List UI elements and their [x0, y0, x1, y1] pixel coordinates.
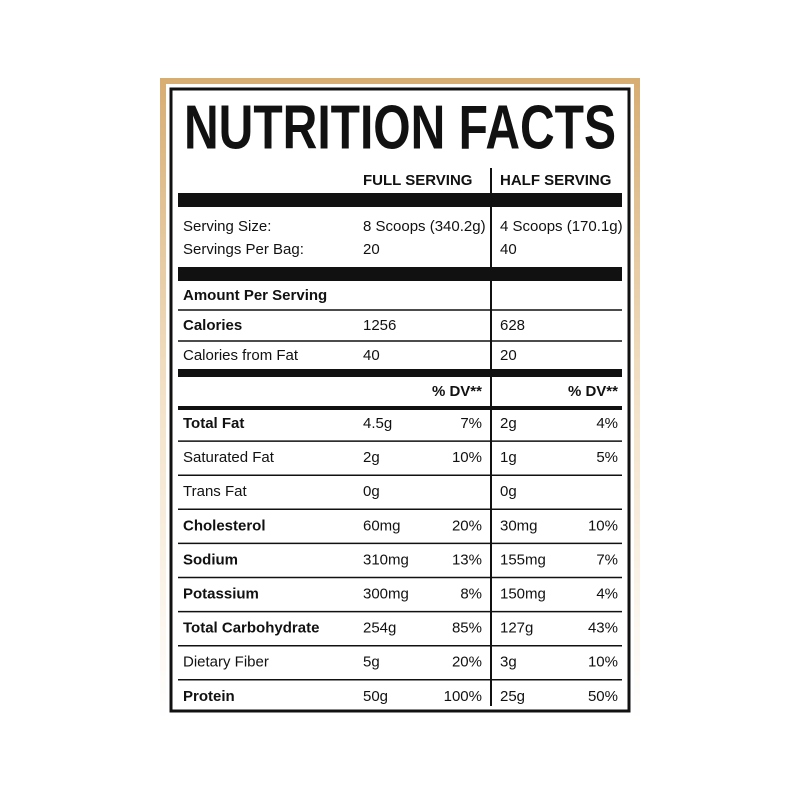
label-paper	[166, 84, 634, 716]
section-header: Amount Per Serving	[183, 287, 327, 304]
cell: 3g	[500, 654, 517, 671]
cell: 60mg	[363, 517, 401, 534]
row-label: Potassium	[183, 585, 259, 602]
row-label: Total Carbohydrate	[183, 620, 319, 637]
cell: 10%	[588, 654, 618, 671]
cell: 4.5g	[363, 415, 392, 432]
row-label: Calories from Fat	[183, 347, 299, 364]
cell: 30mg	[500, 517, 538, 534]
cell: 50%	[588, 688, 618, 705]
row-label: Serving Size:	[183, 218, 271, 235]
cell: 0g	[363, 483, 380, 500]
cell: 40	[500, 241, 517, 258]
label-content: FULL SERVING HALF SERVING Serving Size: 8 S…	[178, 172, 623, 705]
label-border	[169, 87, 631, 713]
cell: 50g	[363, 688, 388, 705]
cell: 0g	[500, 483, 517, 500]
cell: 85%	[452, 620, 482, 637]
cell: 40	[363, 347, 380, 364]
row-label: Calories	[183, 317, 242, 334]
cell: 8%	[460, 585, 482, 602]
cell: 7%	[460, 415, 482, 432]
thick-rule	[178, 406, 622, 410]
cell: 20%	[452, 517, 482, 534]
cell: 4 Scoops (170.1g)	[500, 218, 623, 235]
cell: 5g	[363, 654, 380, 671]
cell: 4%	[596, 585, 618, 602]
cell: 4%	[596, 415, 618, 432]
title: NUTRITION FACTS	[184, 93, 616, 162]
cell: 8 Scoops (340.2g)	[363, 218, 486, 235]
cell: 155mg	[500, 551, 546, 568]
cell: 150mg	[500, 585, 546, 602]
column-header: HALF SERVING	[500, 172, 611, 189]
cell: 254g	[363, 620, 396, 637]
cell: 20	[363, 241, 380, 258]
cell: 2g	[363, 449, 380, 466]
cell: 13%	[452, 551, 482, 568]
row-label: Servings Per Bag:	[183, 241, 304, 258]
cell: 127g	[500, 620, 533, 637]
cell: 628	[500, 317, 525, 334]
cell: 310mg	[363, 551, 409, 568]
cell: 2g	[500, 415, 517, 432]
cell: 5%	[596, 449, 618, 466]
thick-rule	[178, 369, 622, 377]
cell: 100%	[444, 688, 482, 705]
cell: 20%	[452, 654, 482, 671]
cell: 7%	[596, 551, 618, 568]
column-header: FULL SERVING	[363, 172, 472, 189]
dv-header: % DV**	[568, 383, 618, 400]
cell: 20	[500, 347, 517, 364]
dv-header: % DV**	[432, 383, 482, 400]
row-label: Sodium	[183, 551, 238, 568]
cell: 1256	[363, 317, 396, 334]
thick-rule	[178, 193, 622, 207]
cell: 10%	[588, 517, 618, 534]
row-label: Cholesterol	[183, 517, 266, 534]
thick-rule	[178, 267, 622, 281]
cell: 43%	[588, 620, 618, 637]
row-label: Dietary Fiber	[183, 654, 269, 671]
cell: 25g	[500, 688, 525, 705]
row-label: Total Fat	[183, 415, 244, 432]
cell: 1g	[500, 449, 517, 466]
cell: 10%	[452, 449, 482, 466]
row-label: Trans Fat	[183, 483, 247, 500]
cell: 300mg	[363, 585, 409, 602]
row-label: Protein	[183, 688, 235, 705]
row-label: Saturated Fat	[183, 449, 275, 466]
